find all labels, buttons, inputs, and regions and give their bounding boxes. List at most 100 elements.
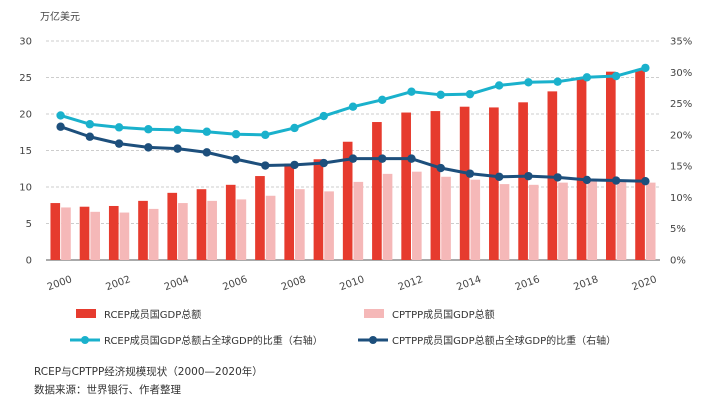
rcep-share-point (319, 111, 328, 121)
cptpp-share-point (465, 169, 475, 178)
cptpp-gdp-bar (265, 195, 276, 260)
cptpp-share-point (436, 163, 445, 173)
cptpp-share-point (56, 122, 65, 131)
left-tick-label: 0 (26, 256, 32, 267)
rcep-share-point (261, 130, 270, 140)
rcep-gdp-bar (372, 122, 382, 260)
legend: RCEP成员国GDP总额 CPTPP成员国GDP总额 RCEP成员国GDP总额占全球… (70, 308, 616, 347)
rcep-gdp-bar (342, 141, 353, 260)
figure-caption-source: 数据来源：世界银行、作者整理 (34, 384, 181, 396)
rcep-gdp-bar (138, 200, 148, 260)
legend-marker (369, 336, 377, 344)
rcep-gdp-bar (605, 71, 616, 260)
cptpp-gdp-bar (90, 211, 101, 260)
rcep-gdp-bar (284, 163, 295, 260)
rcep-gdp-bar (79, 206, 90, 260)
figure-caption-title: RCEP与CPTPP经济规模现状（2000—2020年） (34, 366, 263, 378)
cptpp-gdp-bar (616, 179, 627, 260)
rcep-gdp-bar (489, 107, 499, 261)
cptpp-share-point (261, 161, 270, 170)
rcep-gdp-bar (430, 111, 441, 260)
cptpp-share-point (290, 160, 299, 170)
right-tick-label: 10% (670, 193, 692, 204)
rcep-share-point (231, 130, 241, 139)
rcep-share-point (202, 127, 212, 136)
rcep-gdp-bar (401, 112, 411, 260)
rcep-share-point (641, 63, 650, 73)
legend-marker (81, 336, 89, 344)
left-tick-label: 10 (19, 183, 32, 194)
cptpp-gdp-bar (411, 171, 422, 260)
cptpp-gdp-bar (587, 180, 598, 260)
rcep-share-point (582, 73, 592, 82)
cptpp-share-line (60, 125, 646, 183)
rcep-share-point (290, 123, 299, 133)
legend-label: RCEP成员国GDP总额 (104, 308, 201, 321)
rcep-share-point (436, 90, 445, 100)
x-tick-label: 2014 (455, 274, 483, 293)
cptpp-share-point (319, 158, 328, 168)
left-tick-label: 15 (19, 146, 32, 157)
cptpp-share-point (611, 176, 621, 185)
rcep-share-point (524, 78, 533, 87)
rcep-gdp-bar (196, 189, 207, 260)
x-tick-label: 2018 (572, 274, 600, 293)
cptpp-share-point (524, 171, 533, 181)
cptpp-share-point (641, 176, 650, 186)
rcep-gdp-bar (167, 192, 178, 260)
left-tick-label: 5 (26, 219, 32, 230)
cptpp-share-point (144, 143, 153, 152)
line-series (56, 63, 650, 186)
right-tick-label: 15% (670, 162, 692, 173)
cptpp-gdp-bar (236, 199, 247, 260)
right-axis-ticks: 0% 5% 10% 15% 20% 25% 30% 35% (670, 37, 692, 267)
left-axis-unit-label: 万亿美元 (40, 10, 80, 23)
rcep-gdp-bar (255, 176, 265, 260)
rcep-share-point (378, 95, 387, 105)
legend-label: RCEP成员国GDP总额占全球GDP的比重（右轴） (104, 334, 323, 347)
rcep-share-point (553, 77, 562, 86)
right-tick-label: 30% (670, 68, 692, 79)
x-tick-label: 2020 (631, 274, 659, 293)
cptpp-share-point (407, 154, 416, 163)
cptpp-gdp-bar (470, 179, 481, 260)
right-tick-label: 20% (670, 130, 692, 141)
left-tick-label: 25 (19, 73, 32, 84)
x-tick-label: 2000 (46, 274, 74, 293)
cptpp-gdp-bar (441, 176, 451, 260)
cptpp-gdp-bar (382, 173, 393, 260)
x-axis-ticks: 2000 2002 2004 2006 2008 2010 2012 2014 2016 2018… (46, 274, 658, 293)
rcep-share-point (348, 102, 358, 111)
cptpp-share-point (231, 155, 241, 164)
cptpp-share-point (114, 139, 124, 148)
rcep-gdp-bar (459, 106, 470, 260)
right-tick-label: 0% (670, 256, 686, 267)
rcep-gdp-bar (50, 203, 61, 260)
cptpp-share-point (173, 144, 182, 153)
left-tick-label: 30 (19, 37, 32, 48)
rcep-share-point (611, 71, 621, 81)
cptpp-gdp-bar (353, 181, 364, 260)
legend-swatch (364, 309, 384, 318)
rcep-share-point (85, 120, 95, 129)
cptpp-share-point (553, 173, 562, 182)
x-tick-label: 2008 (280, 274, 308, 293)
rcep-share-point (407, 87, 416, 96)
gridlines (46, 40, 660, 261)
cptpp-share-point (582, 175, 592, 185)
cptpp-gdp-bar (558, 182, 568, 260)
cptpp-gdp-bar (499, 184, 510, 260)
x-tick-label: 2002 (104, 274, 132, 293)
rcep-share-point (173, 125, 182, 135)
legend-label: CPTPP成员国GDP总额占全球GDP的比重（右轴） (392, 334, 616, 347)
cptpp-gdp-bar (645, 182, 656, 260)
rcep-gdp-bar (108, 205, 119, 260)
left-tick-label: 20 (19, 110, 32, 121)
rcep-share-point (144, 125, 153, 134)
cptpp-gdp-bar (295, 189, 305, 260)
rcep-gdp-bar (576, 78, 587, 261)
cptpp-share-point (494, 172, 504, 181)
x-tick-label: 2012 (397, 274, 425, 293)
legend-label: CPTPP成员国GDP总额 (392, 308, 495, 321)
